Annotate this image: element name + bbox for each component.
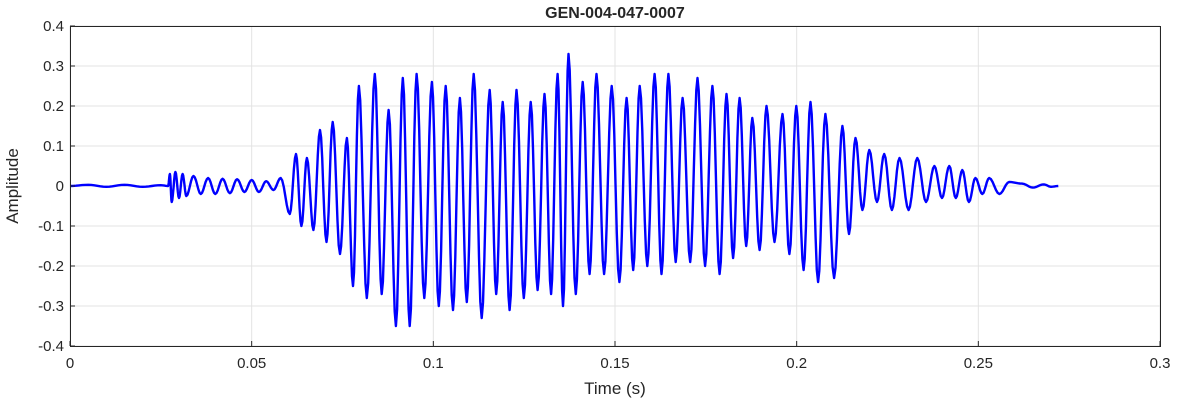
y-tick-label: -0.2 — [38, 258, 64, 275]
y-tick-label: 0.2 — [43, 98, 64, 115]
x-tick-label: 0.25 — [964, 355, 993, 372]
grid — [69, 25, 1161, 347]
x-tick-label: 0 — [66, 355, 74, 372]
x-tick-label: 0.15 — [600, 355, 629, 372]
chart-title: GEN-004-047-0007 — [545, 5, 685, 22]
x-axis-label: Time (s) — [584, 379, 646, 398]
ticks: 0 0.05 0.1 0.15 0.2 0.25 0.3 0.4 0.3 0.2 0.1 0 -0.1 -… — [38, 18, 1170, 372]
y-tick-label: -0.3 — [38, 298, 64, 315]
waveform-series — [69, 52, 1059, 328]
y-tick-label: 0.1 — [43, 138, 64, 155]
x-tick-label: 0.1 — [423, 355, 444, 372]
x-tick-label: 0.05 — [237, 355, 266, 372]
y-tick-label: -0.4 — [38, 338, 64, 355]
y-tick-label: 0.4 — [43, 18, 64, 35]
y-tick-label: -0.1 — [38, 218, 64, 235]
y-tick-label: 0 — [56, 178, 64, 195]
waveform-line — [69, 52, 1059, 328]
x-tick-label: 0.3 — [1150, 355, 1171, 372]
y-axis-label: Amplitude — [3, 148, 22, 224]
x-tick-label: 0.2 — [786, 355, 807, 372]
y-tick-label: 0.3 — [43, 58, 64, 75]
